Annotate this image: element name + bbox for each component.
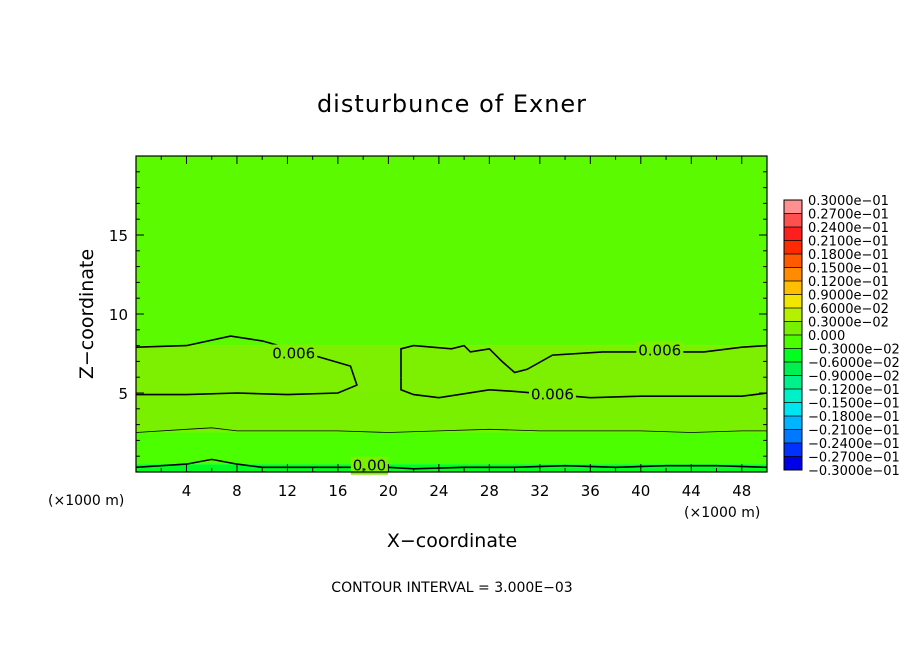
x-tick-label: 24 xyxy=(429,482,448,500)
colorbar-swatch xyxy=(784,402,802,417)
contour-label-bg-4 xyxy=(528,385,576,404)
colorbar-label: 0.1200e−01 xyxy=(808,275,889,290)
colorbar-label: 0.2100e−01 xyxy=(808,235,889,250)
colorbar-label: −0.2400e−01 xyxy=(808,437,900,452)
colorbar-swatch xyxy=(784,335,802,349)
plot-area xyxy=(136,156,767,472)
contour-lines: 0.00 0.006 0.006 0.006 xyxy=(135,335,768,475)
y-tick-label: 10 xyxy=(109,306,128,324)
colorbar-swatch xyxy=(784,227,802,241)
contour-label-bg-3 xyxy=(636,341,684,360)
colorbar-label: 0.000 xyxy=(808,329,845,344)
colorbar-swatch xyxy=(784,200,802,214)
y-tick-label: 5 xyxy=(118,385,128,403)
colorbar-label: −0.1800e−01 xyxy=(808,410,900,425)
colorbar-label: −0.1500e−01 xyxy=(808,397,900,412)
x-tick-label: 48 xyxy=(732,482,751,500)
colorbar-label: −0.3000e−02 xyxy=(808,343,900,358)
colorbar-label: −0.2100e−01 xyxy=(808,424,900,439)
colorbar-swatch xyxy=(784,389,802,403)
contour-band-1 xyxy=(136,432,767,465)
colorbar-swatch xyxy=(784,213,802,228)
colorbar-label: 0.3000e−02 xyxy=(808,316,889,331)
colorbar-swatch xyxy=(784,267,802,282)
contour-line-1 xyxy=(135,427,767,433)
x-tick-label: 8 xyxy=(232,482,242,500)
colorbar-swatch xyxy=(784,456,802,471)
colorbar-swatch xyxy=(784,416,802,430)
colorbar-swatch xyxy=(784,429,802,444)
contour-label-0: 0.00 xyxy=(353,457,386,475)
x-tick-label: 12 xyxy=(278,482,297,500)
contour-label-bg-0 xyxy=(350,456,389,475)
colorbar-swatch xyxy=(784,321,802,336)
y-axis-label: Z−coordinate xyxy=(76,249,98,379)
colorbar-label: 0.2700e−01 xyxy=(808,208,889,223)
x-tick-label: 40 xyxy=(631,482,650,500)
x-tick-label: 20 xyxy=(379,482,398,500)
x-tick-label: 28 xyxy=(480,482,499,500)
x-tick-label: 36 xyxy=(581,482,600,500)
contour-label-2: 0.006 xyxy=(272,345,315,363)
contour-label-bg-2 xyxy=(270,344,318,363)
contour-label-4: 0.006 xyxy=(531,386,574,404)
colorbar-label: 0.9000e−02 xyxy=(808,289,889,304)
colorbar-label: 0.1500e−01 xyxy=(808,262,889,277)
contour-band-4 xyxy=(136,156,767,346)
colorbar-swatch xyxy=(784,240,802,255)
contour-interval-note: CONTOUR INTERVAL = 3.000E−03 xyxy=(331,580,572,596)
x-tick-label: 16 xyxy=(328,482,347,500)
colorbar-label: −0.2700e−01 xyxy=(808,451,900,466)
colorbar-swatch xyxy=(784,308,802,322)
contour-band-2 xyxy=(136,393,767,433)
colorbar: 0.3000e−010.2700e−010.2400e−010.2100e−01… xyxy=(783,194,900,479)
x-unit-left: (×1000 m) xyxy=(48,493,124,509)
colorbar-swatch xyxy=(784,281,802,295)
colorbar-label: −0.6000e−02 xyxy=(808,356,900,371)
contour-line-2 xyxy=(135,335,358,396)
x-tick-label: 4 xyxy=(182,482,192,500)
x-unit-right: (×1000 m) xyxy=(684,505,760,521)
colorbar-label: 0.2400e−01 xyxy=(808,221,889,236)
colorbar-label: −0.3000e−01 xyxy=(808,464,900,479)
x-tick-label: 44 xyxy=(682,482,701,500)
colorbar-swatch xyxy=(784,294,802,309)
colorbar-swatch xyxy=(784,375,802,390)
colorbar-label: −0.1200e−01 xyxy=(808,383,900,398)
colorbar-label: 0.1800e−01 xyxy=(808,248,889,263)
colorbar-label: −0.9000e−02 xyxy=(808,370,900,385)
chart-title: disturbunce of Exner xyxy=(317,90,587,118)
colorbar-swatch xyxy=(784,254,802,268)
colorbar-swatch xyxy=(784,443,802,457)
y-tick-label: 15 xyxy=(109,227,128,245)
contour-label-3: 0.006 xyxy=(638,341,681,359)
x-tick-label: 32 xyxy=(530,482,549,500)
x-axis-label: X−coordinate xyxy=(387,530,517,552)
colorbar-label: 0.3000e−01 xyxy=(808,194,889,209)
colorbar-swatch xyxy=(784,362,802,376)
colorbar-swatch xyxy=(784,348,802,363)
colorbar-label: 0.6000e−02 xyxy=(808,302,889,317)
